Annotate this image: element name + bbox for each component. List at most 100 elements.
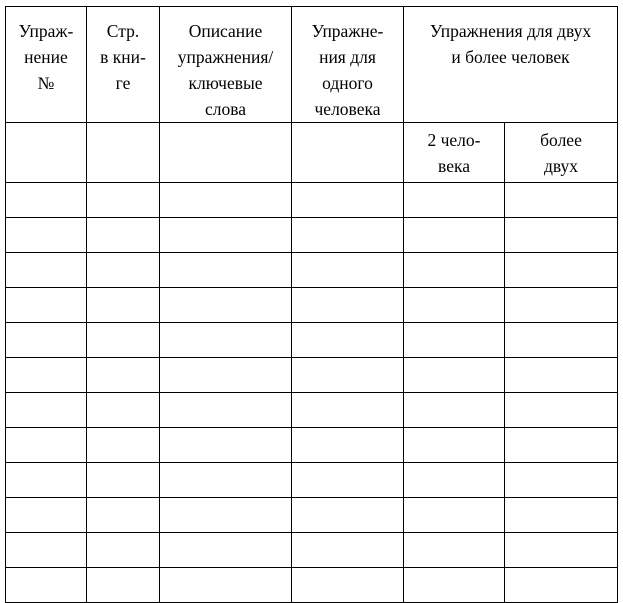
table-cell	[159, 252, 292, 288]
table-cell	[403, 462, 505, 498]
table-cell	[504, 182, 618, 218]
table-cell	[159, 287, 292, 323]
table-cell	[86, 252, 160, 288]
table-cell	[403, 497, 505, 533]
table-row	[5, 532, 618, 568]
table-cell	[86, 357, 160, 393]
table-row	[5, 287, 618, 323]
table-cell	[5, 392, 87, 428]
table-cell	[86, 217, 160, 253]
table-cell	[5, 567, 87, 603]
table-cell	[5, 322, 87, 358]
table-row	[5, 357, 618, 393]
table-cell	[291, 497, 404, 533]
table-cell	[159, 182, 292, 218]
table-cell	[403, 427, 505, 463]
table-cell	[403, 252, 505, 288]
table-cell	[504, 532, 618, 568]
table-row	[5, 462, 618, 498]
table-cell	[403, 357, 505, 393]
table-cell	[159, 322, 292, 358]
table-cell	[5, 287, 87, 323]
table-cell	[291, 357, 404, 393]
table-row	[5, 392, 618, 428]
table-cell	[291, 567, 404, 603]
table-cell	[159, 462, 292, 498]
table-cell	[5, 217, 87, 253]
table-cell	[86, 532, 160, 568]
header-row-sub: 2 чело- века более двух	[5, 122, 618, 183]
subheader-two-people: 2 чело- века	[403, 122, 505, 183]
table-cell	[159, 567, 292, 603]
table-cell	[5, 427, 87, 463]
table-cell	[504, 252, 618, 288]
table-cell	[403, 287, 505, 323]
table-cell	[86, 287, 160, 323]
table-cell	[86, 392, 160, 428]
table-cell	[504, 217, 618, 253]
table-cell	[5, 497, 87, 533]
table-row	[5, 427, 618, 463]
table-cell	[403, 182, 505, 218]
col-header-exercise-number: Упраж- нение №	[5, 6, 87, 123]
table-cell	[403, 567, 505, 603]
table-cell	[86, 567, 160, 603]
table-cell	[291, 217, 404, 253]
table-cell	[159, 217, 292, 253]
exercise-table: Упраж- нение № Стр. в кни- ге Описание у…	[5, 6, 618, 603]
table-cell	[403, 392, 505, 428]
subheader-more-than-two: более двух	[504, 122, 618, 183]
table-cell	[159, 392, 292, 428]
col-header-page-in-book: Стр. в кни- ге	[86, 6, 160, 123]
header-row-main: Упраж- нение № Стр. в кни- ге Описание у…	[5, 6, 618, 123]
subheader-empty-single-person	[291, 122, 404, 183]
table-cell	[86, 182, 160, 218]
subheader-empty-exercise-number	[5, 122, 87, 183]
table-row	[5, 252, 618, 288]
table-cell	[504, 357, 618, 393]
table-cell	[403, 532, 505, 568]
table-cell	[159, 427, 292, 463]
table-cell	[5, 252, 87, 288]
table-cell	[5, 532, 87, 568]
table-cell	[5, 357, 87, 393]
table-row	[5, 217, 618, 253]
table-cell	[159, 357, 292, 393]
table-cell	[291, 252, 404, 288]
table-cell	[159, 532, 292, 568]
table-cell	[5, 462, 87, 498]
table-cell	[5, 182, 87, 218]
table-cell	[291, 462, 404, 498]
table-cell	[291, 322, 404, 358]
table-cell	[291, 392, 404, 428]
table-cell	[504, 462, 618, 498]
table-cell	[291, 532, 404, 568]
table-body	[5, 182, 618, 603]
table-cell	[504, 392, 618, 428]
table-cell	[159, 497, 292, 533]
col-header-single-person: Упражне- ния для одного человека	[291, 6, 404, 123]
subheader-empty-description	[159, 122, 292, 183]
table-cell	[86, 497, 160, 533]
table-cell	[504, 322, 618, 358]
table-cell	[504, 567, 618, 603]
table-row	[5, 567, 618, 603]
table-cell	[403, 217, 505, 253]
col-header-group-multi-person: Упражнения для двух и более человек	[403, 6, 618, 123]
table-cell	[86, 322, 160, 358]
table-row	[5, 322, 618, 358]
table-cell	[86, 462, 160, 498]
table-row	[5, 497, 618, 533]
table-cell	[291, 287, 404, 323]
table-cell	[403, 322, 505, 358]
table-cell	[504, 497, 618, 533]
table-cell	[504, 427, 618, 463]
table-cell	[504, 287, 618, 323]
table-cell	[291, 427, 404, 463]
subheader-empty-page-in-book	[86, 122, 160, 183]
table-cell	[291, 182, 404, 218]
col-header-description: Описание упражнения/ ключевые слова	[159, 6, 292, 123]
table-cell	[86, 427, 160, 463]
table-row	[5, 182, 618, 218]
